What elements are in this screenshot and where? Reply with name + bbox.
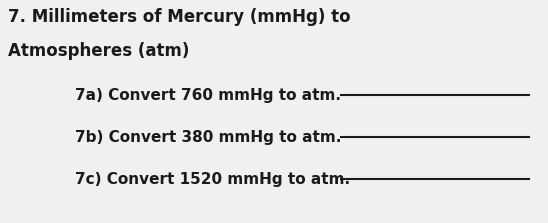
Text: 7c) Convert 1520 mmHg to atm.: 7c) Convert 1520 mmHg to atm. xyxy=(75,172,350,187)
Text: 7. Millimeters of Mercury (mmHg) to: 7. Millimeters of Mercury (mmHg) to xyxy=(8,8,351,26)
Text: 7a) Convert 760 mmHg to atm.: 7a) Convert 760 mmHg to atm. xyxy=(75,88,341,103)
Text: Atmospheres (atm): Atmospheres (atm) xyxy=(8,42,190,60)
Text: 7b) Convert 380 mmHg to atm.: 7b) Convert 380 mmHg to atm. xyxy=(75,130,341,145)
